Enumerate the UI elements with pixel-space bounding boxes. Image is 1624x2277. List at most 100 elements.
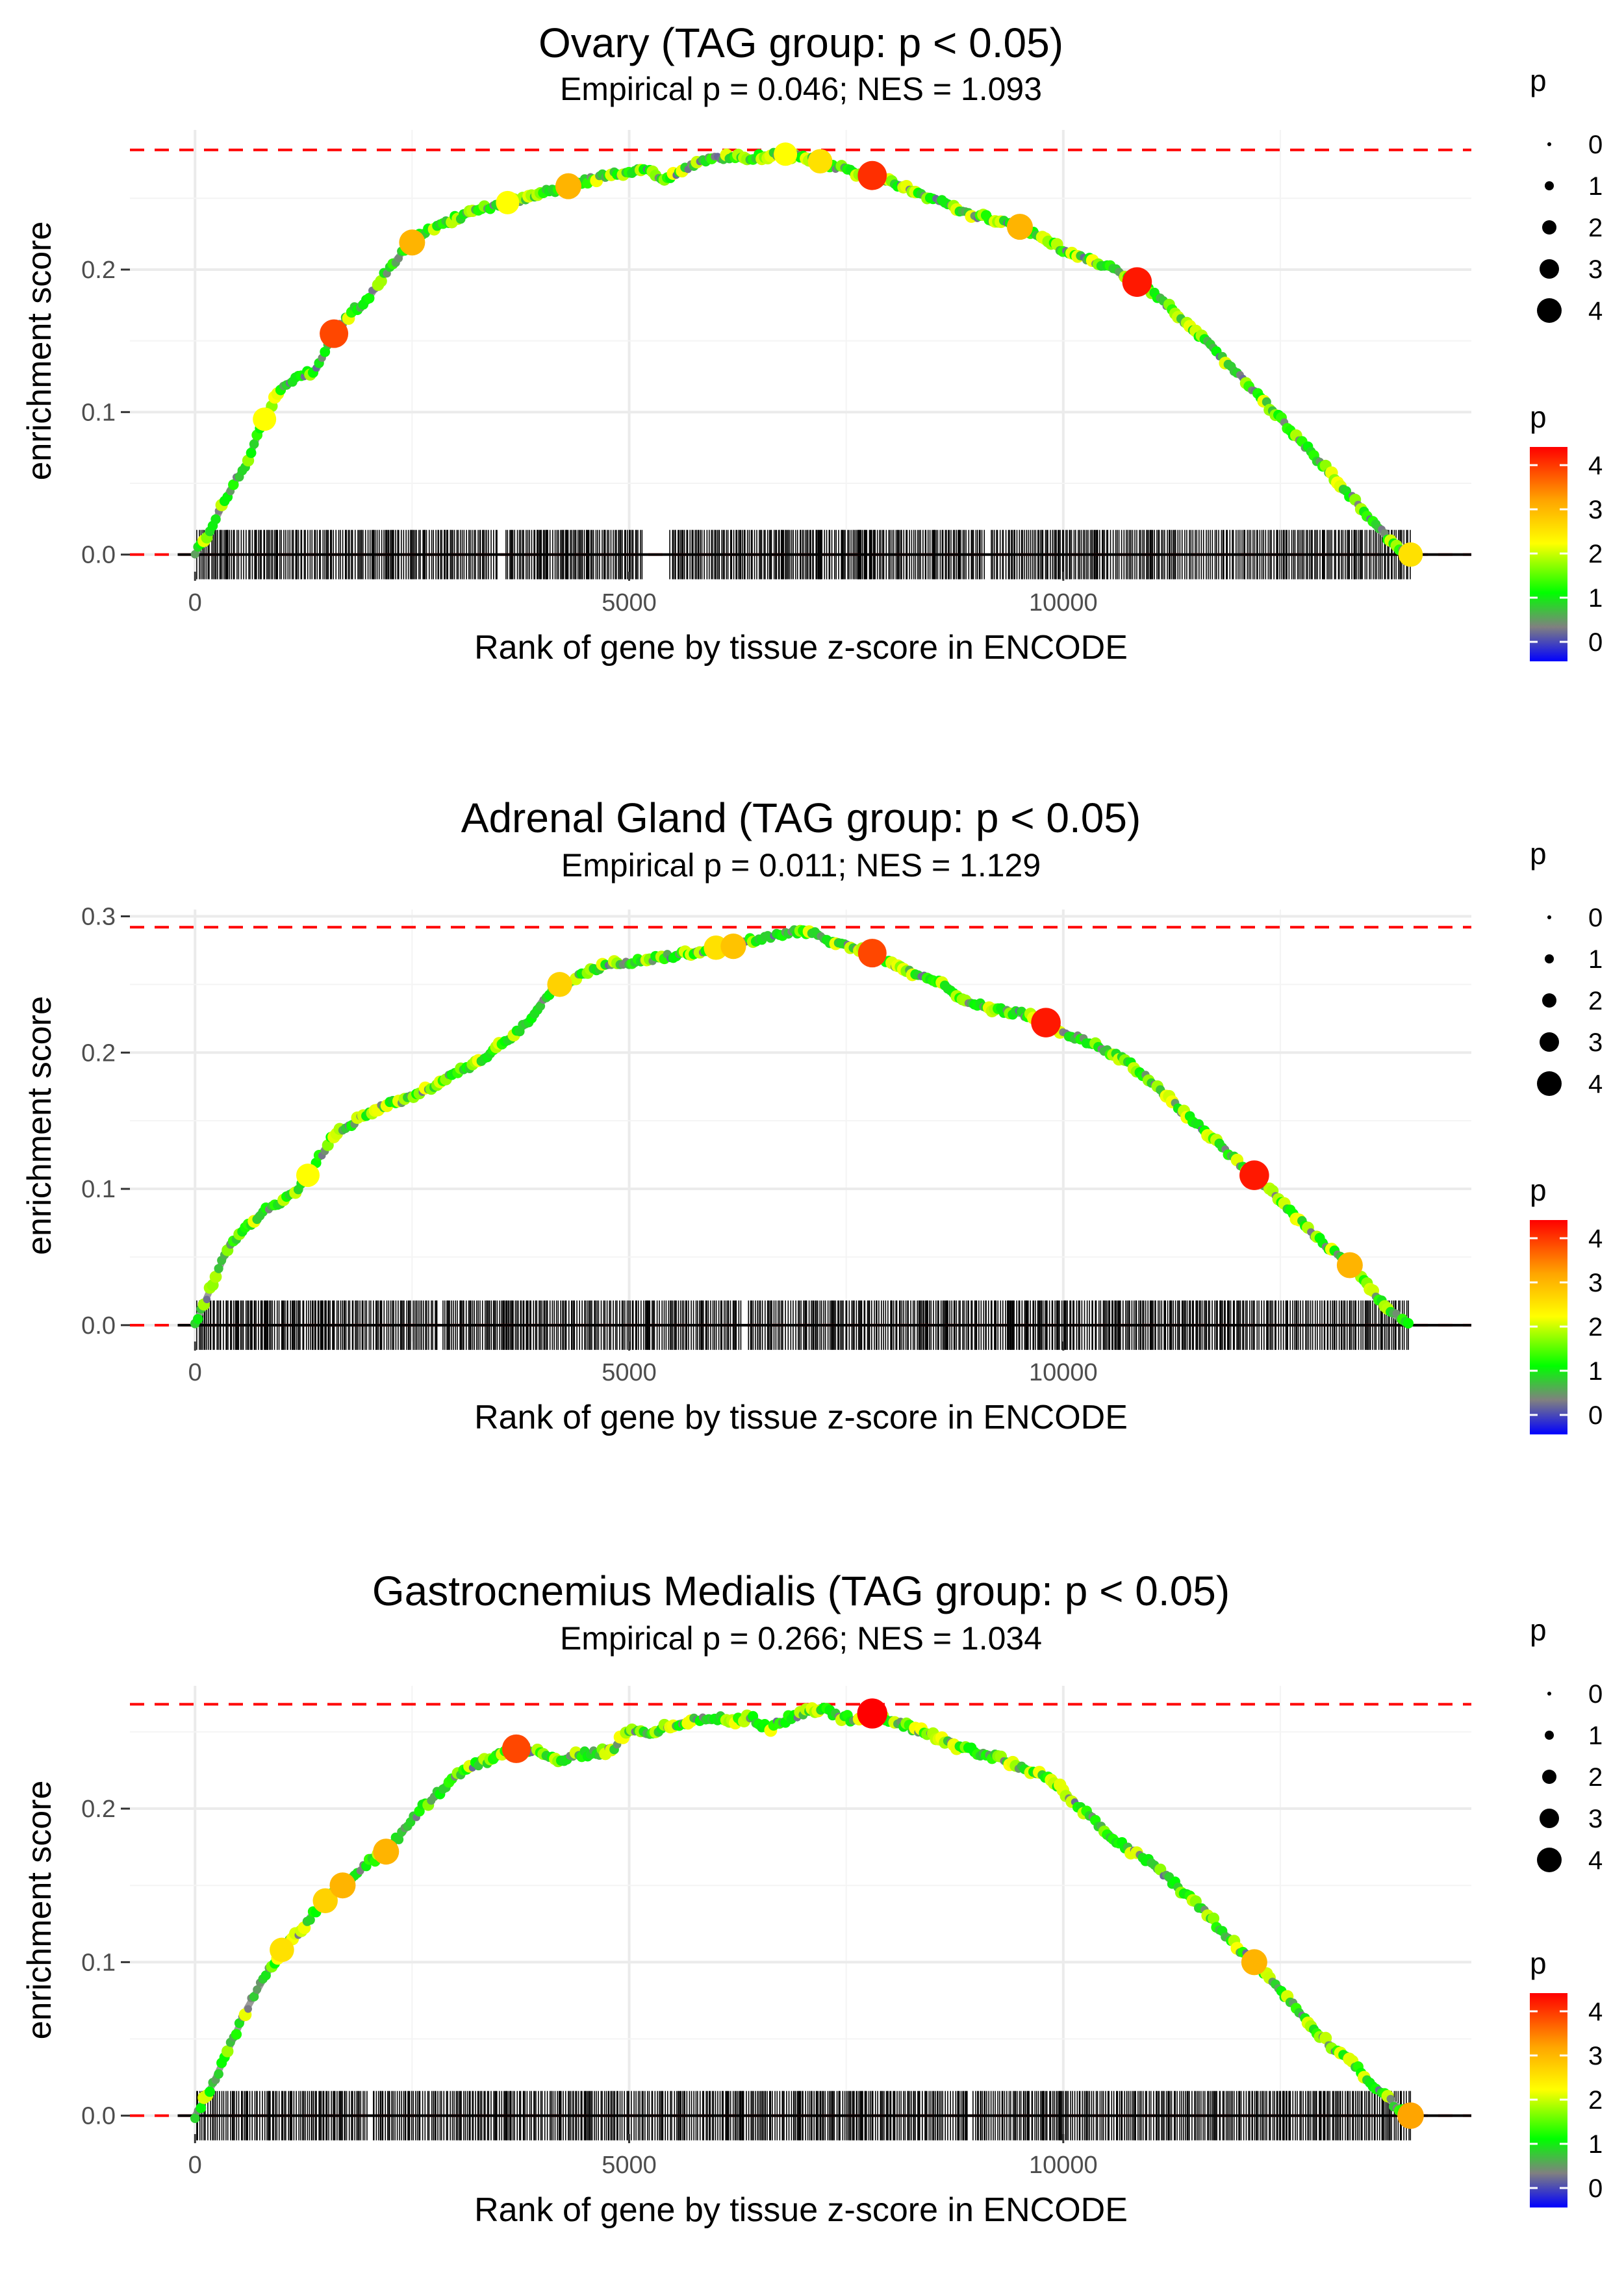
size-legend-key <box>1547 915 1551 919</box>
es-point <box>203 1295 211 1304</box>
es-highlight-point <box>296 1164 320 1188</box>
size-legend-key <box>1537 1848 1562 1872</box>
color-legend-label: 3 <box>1588 496 1603 524</box>
y-axis-label: enrichment score <box>21 222 58 481</box>
size-legend-key <box>1542 220 1556 235</box>
size-legend-key <box>1542 993 1556 1008</box>
color-legend-label: 3 <box>1588 2042 1603 2070</box>
y-tick-label: 0.1 <box>81 1176 116 1203</box>
es-point <box>210 514 221 525</box>
color-legend-label: 1 <box>1588 584 1603 613</box>
size-legend-label: 4 <box>1588 1070 1603 1099</box>
es-point <box>196 2102 207 2113</box>
size-legend-label: 1 <box>1588 1722 1603 1750</box>
es-highlight-point <box>312 1888 338 1914</box>
es-point <box>244 2005 252 2013</box>
es-highlight-point <box>1031 1008 1061 1037</box>
size-legend-key <box>1547 142 1551 146</box>
y-tick-label: 0.0 <box>81 1312 116 1340</box>
es-point <box>305 1914 315 1925</box>
es-highlight-point <box>857 939 887 968</box>
y-tick-label: 0.0 <box>81 2103 116 2130</box>
color-legend-title: p <box>1530 1946 1547 1980</box>
size-legend-label: 1 <box>1588 945 1603 974</box>
es-point <box>249 439 259 449</box>
es-curve-line <box>192 151 1413 557</box>
es-highlight-point <box>320 319 349 348</box>
color-legend-title: p <box>1530 1173 1547 1207</box>
chart-subtitle: Empirical p = 0.046; NES = 1.093 <box>560 71 1042 107</box>
es-highlight-point <box>1398 542 1423 567</box>
chart-subtitle: Empirical p = 0.011; NES = 1.129 <box>561 847 1041 884</box>
color-legend-label: 3 <box>1588 1269 1603 1297</box>
size-legend-key <box>1545 1731 1554 1740</box>
x-tick-label: 10000 <box>1029 589 1098 617</box>
es-highlight-point <box>496 190 520 214</box>
panel-2: Adrenal Gland (TAG group: p < 0.05) Empir… <box>21 795 1603 1436</box>
es-point <box>214 2069 223 2079</box>
color-legend-label: 0 <box>1588 2174 1603 2203</box>
size-legend-label: 1 <box>1588 172 1603 201</box>
es-point <box>221 2045 234 2057</box>
size-legend-title: p <box>1530 64 1547 97</box>
y-tick-label: 0.0 <box>81 542 116 569</box>
size-legend: p 0 1 2 3 4 <box>1530 1613 1603 1875</box>
chart-subtitle: Empirical p = 0.266; NES = 1.034 <box>560 1620 1042 1657</box>
size-legend-label: 0 <box>1588 131 1603 159</box>
size-legend-key <box>1537 1071 1562 1096</box>
color-legend-label: 1 <box>1588 2130 1603 2159</box>
color-legend-label: 2 <box>1588 1313 1603 1342</box>
chart-title: Gastrocnemius Medialis (TAG group: p < 0… <box>372 1568 1230 1614</box>
gridlines <box>130 910 1471 1342</box>
es-highlight-point <box>857 1698 887 1729</box>
es-highlight-point <box>857 160 887 190</box>
size-legend-label: 3 <box>1588 1805 1603 1833</box>
size-legend-key <box>1547 1692 1551 1696</box>
x-tick-label: 5000 <box>602 589 657 617</box>
es-points <box>190 924 1414 1329</box>
color-legend-label: 4 <box>1588 1225 1603 1253</box>
y-axis-label: enrichment score <box>21 996 58 1255</box>
es-point <box>246 448 257 459</box>
es-point <box>320 346 331 357</box>
size-legend-key <box>1540 1809 1559 1828</box>
axes: 0.0 0.1 0.2 0 5000 10000 Rank of gene by tissu… <box>21 222 1128 667</box>
color-legend: p 4 3 2 1 0 <box>1530 1946 1603 2207</box>
size-legend-key <box>1540 1032 1559 1052</box>
color-legend-label: 2 <box>1588 2086 1603 2115</box>
size-legend-key <box>1540 259 1559 279</box>
es-highlight-point <box>1122 267 1152 297</box>
es-highlight-point <box>774 142 798 166</box>
x-tick-label: 10000 <box>1029 1359 1098 1386</box>
es-point <box>209 1271 222 1283</box>
es-point <box>1207 1912 1220 1925</box>
es-points <box>190 142 1423 567</box>
es-highlight-point <box>807 149 833 174</box>
es-curve-line <box>192 926 1413 1329</box>
es-point <box>1386 2094 1395 2103</box>
color-legend: p 4 3 2 1 0 <box>1530 400 1603 661</box>
gridlines <box>130 130 1471 572</box>
size-legend-key <box>1537 298 1562 323</box>
es-point <box>394 1835 404 1844</box>
color-legend-label: 0 <box>1588 1401 1603 1430</box>
size-legend-label: 4 <box>1588 297 1603 325</box>
es-highlight-point <box>1239 1160 1269 1190</box>
x-tick-label: 0 <box>188 589 202 617</box>
chart-title: Ovary (TAG group: p < 0.05) <box>539 19 1063 66</box>
color-legend-label: 2 <box>1588 540 1603 568</box>
size-legend-label: 3 <box>1588 1028 1603 1057</box>
panel-3: Gastrocnemius Medialis (TAG group: p < 0… <box>21 1568 1603 2229</box>
x-tick-label: 0 <box>188 1359 202 1386</box>
size-legend-label: 4 <box>1588 1846 1603 1875</box>
es-point <box>190 2113 200 2124</box>
color-legend-label: 1 <box>1588 1357 1603 1386</box>
es-point <box>205 2086 215 2097</box>
size-legend-key <box>1542 1770 1556 1784</box>
es-highlight-point <box>547 972 572 997</box>
x-tick-label: 5000 <box>602 1359 657 1386</box>
y-tick-label: 0.3 <box>81 903 116 930</box>
size-legend-key <box>1545 181 1554 190</box>
axes: 0.0 0.1 0.2 0 5000 10000 Rank of gene by tissu… <box>21 1781 1128 2229</box>
